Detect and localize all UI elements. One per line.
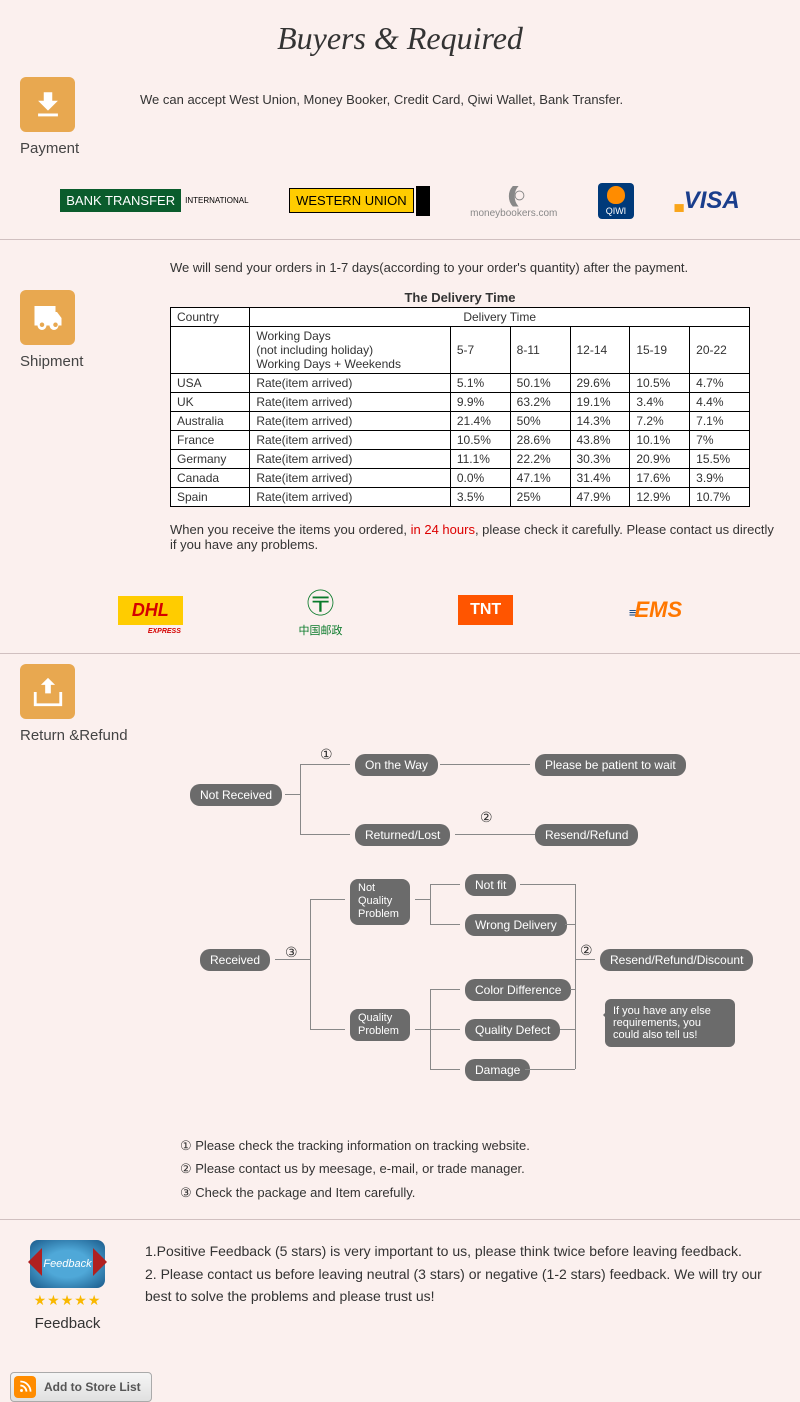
feedback-section: Feedback ★★★★★ Feedback 1.Positive Feedb… — [0, 1220, 800, 1352]
node-received: Received — [200, 949, 270, 971]
qiwi-logo: QIWI — [598, 183, 634, 219]
shipment-note: When you receive the items you ordered, … — [170, 522, 780, 552]
ems-logo: ≡EMS — [629, 597, 682, 623]
node-quality-defect: Quality Defect — [465, 1019, 560, 1041]
return-label: Return &Refund — [20, 727, 140, 744]
rss-icon — [14, 1376, 36, 1398]
payment-section: Payment We can accept West Union, Money … — [0, 67, 800, 177]
return-section: Return &Refund Not Received ① On the Way… — [0, 654, 800, 1220]
bank-transfer-logo: BANK TRANSFER INTERNATIONAL — [60, 189, 248, 212]
tnt-logo: TNT — [458, 595, 513, 625]
feedback-text: 1.Positive Feedback (5 stars) is very im… — [115, 1240, 780, 1332]
node-color-diff: Color Difference — [465, 979, 571, 1001]
payment-logos: BANK TRANSFER INTERNATIONAL WESTERN UNIO… — [0, 177, 800, 240]
moneybookers-logo: ((((○ moneybookers.com — [470, 182, 557, 219]
carrier-logos: DHLEXPRESS 〶中国邮政 TNT ≡EMS — [0, 577, 800, 654]
node-damage: Damage — [465, 1059, 530, 1081]
node-not-received: Not Received — [190, 784, 282, 806]
add-to-store-button[interactable]: Add to Store List — [10, 1372, 152, 1402]
return-notes: ① Please check the tracking information … — [180, 1134, 780, 1204]
visa-logo: ▄VISA — [674, 187, 739, 215]
return-flowchart: Not Received ① On the Way Please be pati… — [160, 754, 780, 1134]
node-resend-refund: Resend/Refund — [535, 824, 638, 846]
dhl-logo: DHLEXPRESS — [118, 596, 183, 625]
node-not-quality: NotQualityProblem — [350, 879, 410, 925]
node-returned-lost: Returned/Lost — [355, 824, 450, 846]
page-title: Buyers & Required — [0, 0, 800, 67]
delivery-title: The Delivery Time — [140, 290, 780, 305]
node-not-fit: Not fit — [465, 874, 516, 896]
payment-icon — [20, 77, 75, 132]
table-row: FranceRate(item arrived)10.5%28.6%43.8%1… — [171, 431, 750, 450]
node-resend-discount: Resend/Refund/Discount — [600, 949, 753, 971]
node-wrong-delivery: Wrong Delivery — [465, 914, 567, 936]
shipment-intro: We will send your orders in 1-7 days(acc… — [170, 260, 780, 275]
table-row: CanadaRate(item arrived)0.0%47.1%31.4%17… — [171, 469, 750, 488]
payment-label: Payment — [20, 140, 140, 157]
feedback-ribbon-icon: Feedback — [30, 1240, 105, 1288]
table-row: USARate(item arrived)5.1%50.1%29.6%10.5%… — [171, 374, 750, 393]
node-bubble: If you have any else requirements, you c… — [605, 999, 735, 1047]
shipment-section: We will send your orders in 1-7 days(acc… — [0, 240, 800, 577]
node-patient: Please be patient to wait — [535, 754, 686, 776]
western-union-logo: WESTERN UNION — [289, 186, 430, 216]
node-quality: QualityProblem — [350, 1009, 410, 1041]
china-post-logo: 〶中国邮政 — [298, 582, 342, 638]
table-row: AustraliaRate(item arrived)21.4%50%14.3%… — [171, 412, 750, 431]
shipment-label: Shipment — [20, 353, 140, 370]
return-icon — [20, 664, 75, 719]
table-row: UKRate(item arrived)9.9%63.2%19.1%3.4%4.… — [171, 393, 750, 412]
table-row: SpainRate(item arrived)3.5%25%47.9%12.9%… — [171, 488, 750, 507]
payment-text: We can accept West Union, Money Booker, … — [140, 92, 780, 107]
table-row: GermanyRate(item arrived)11.1%22.2%30.3%… — [171, 450, 750, 469]
node-on-the-way: On the Way — [355, 754, 438, 776]
delivery-table: Country Delivery Time Working Days (not … — [170, 307, 750, 507]
shipment-icon — [20, 290, 75, 345]
feedback-label: Feedback — [20, 1315, 115, 1332]
feedback-stars-icon: ★★★★★ — [20, 1292, 115, 1309]
